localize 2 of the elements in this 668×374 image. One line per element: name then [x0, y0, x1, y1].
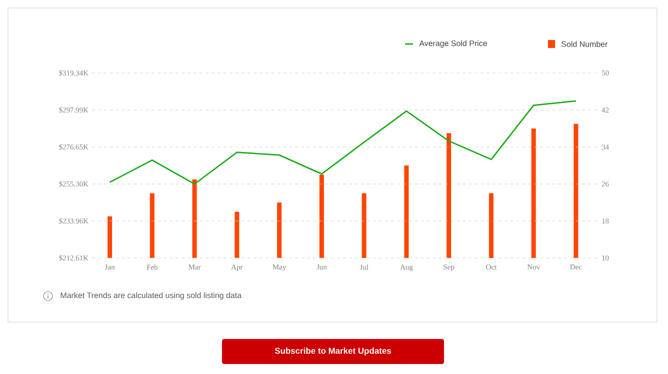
line-series	[109, 100, 577, 185]
text: Subscribe to Market Updates	[274, 348, 391, 356]
